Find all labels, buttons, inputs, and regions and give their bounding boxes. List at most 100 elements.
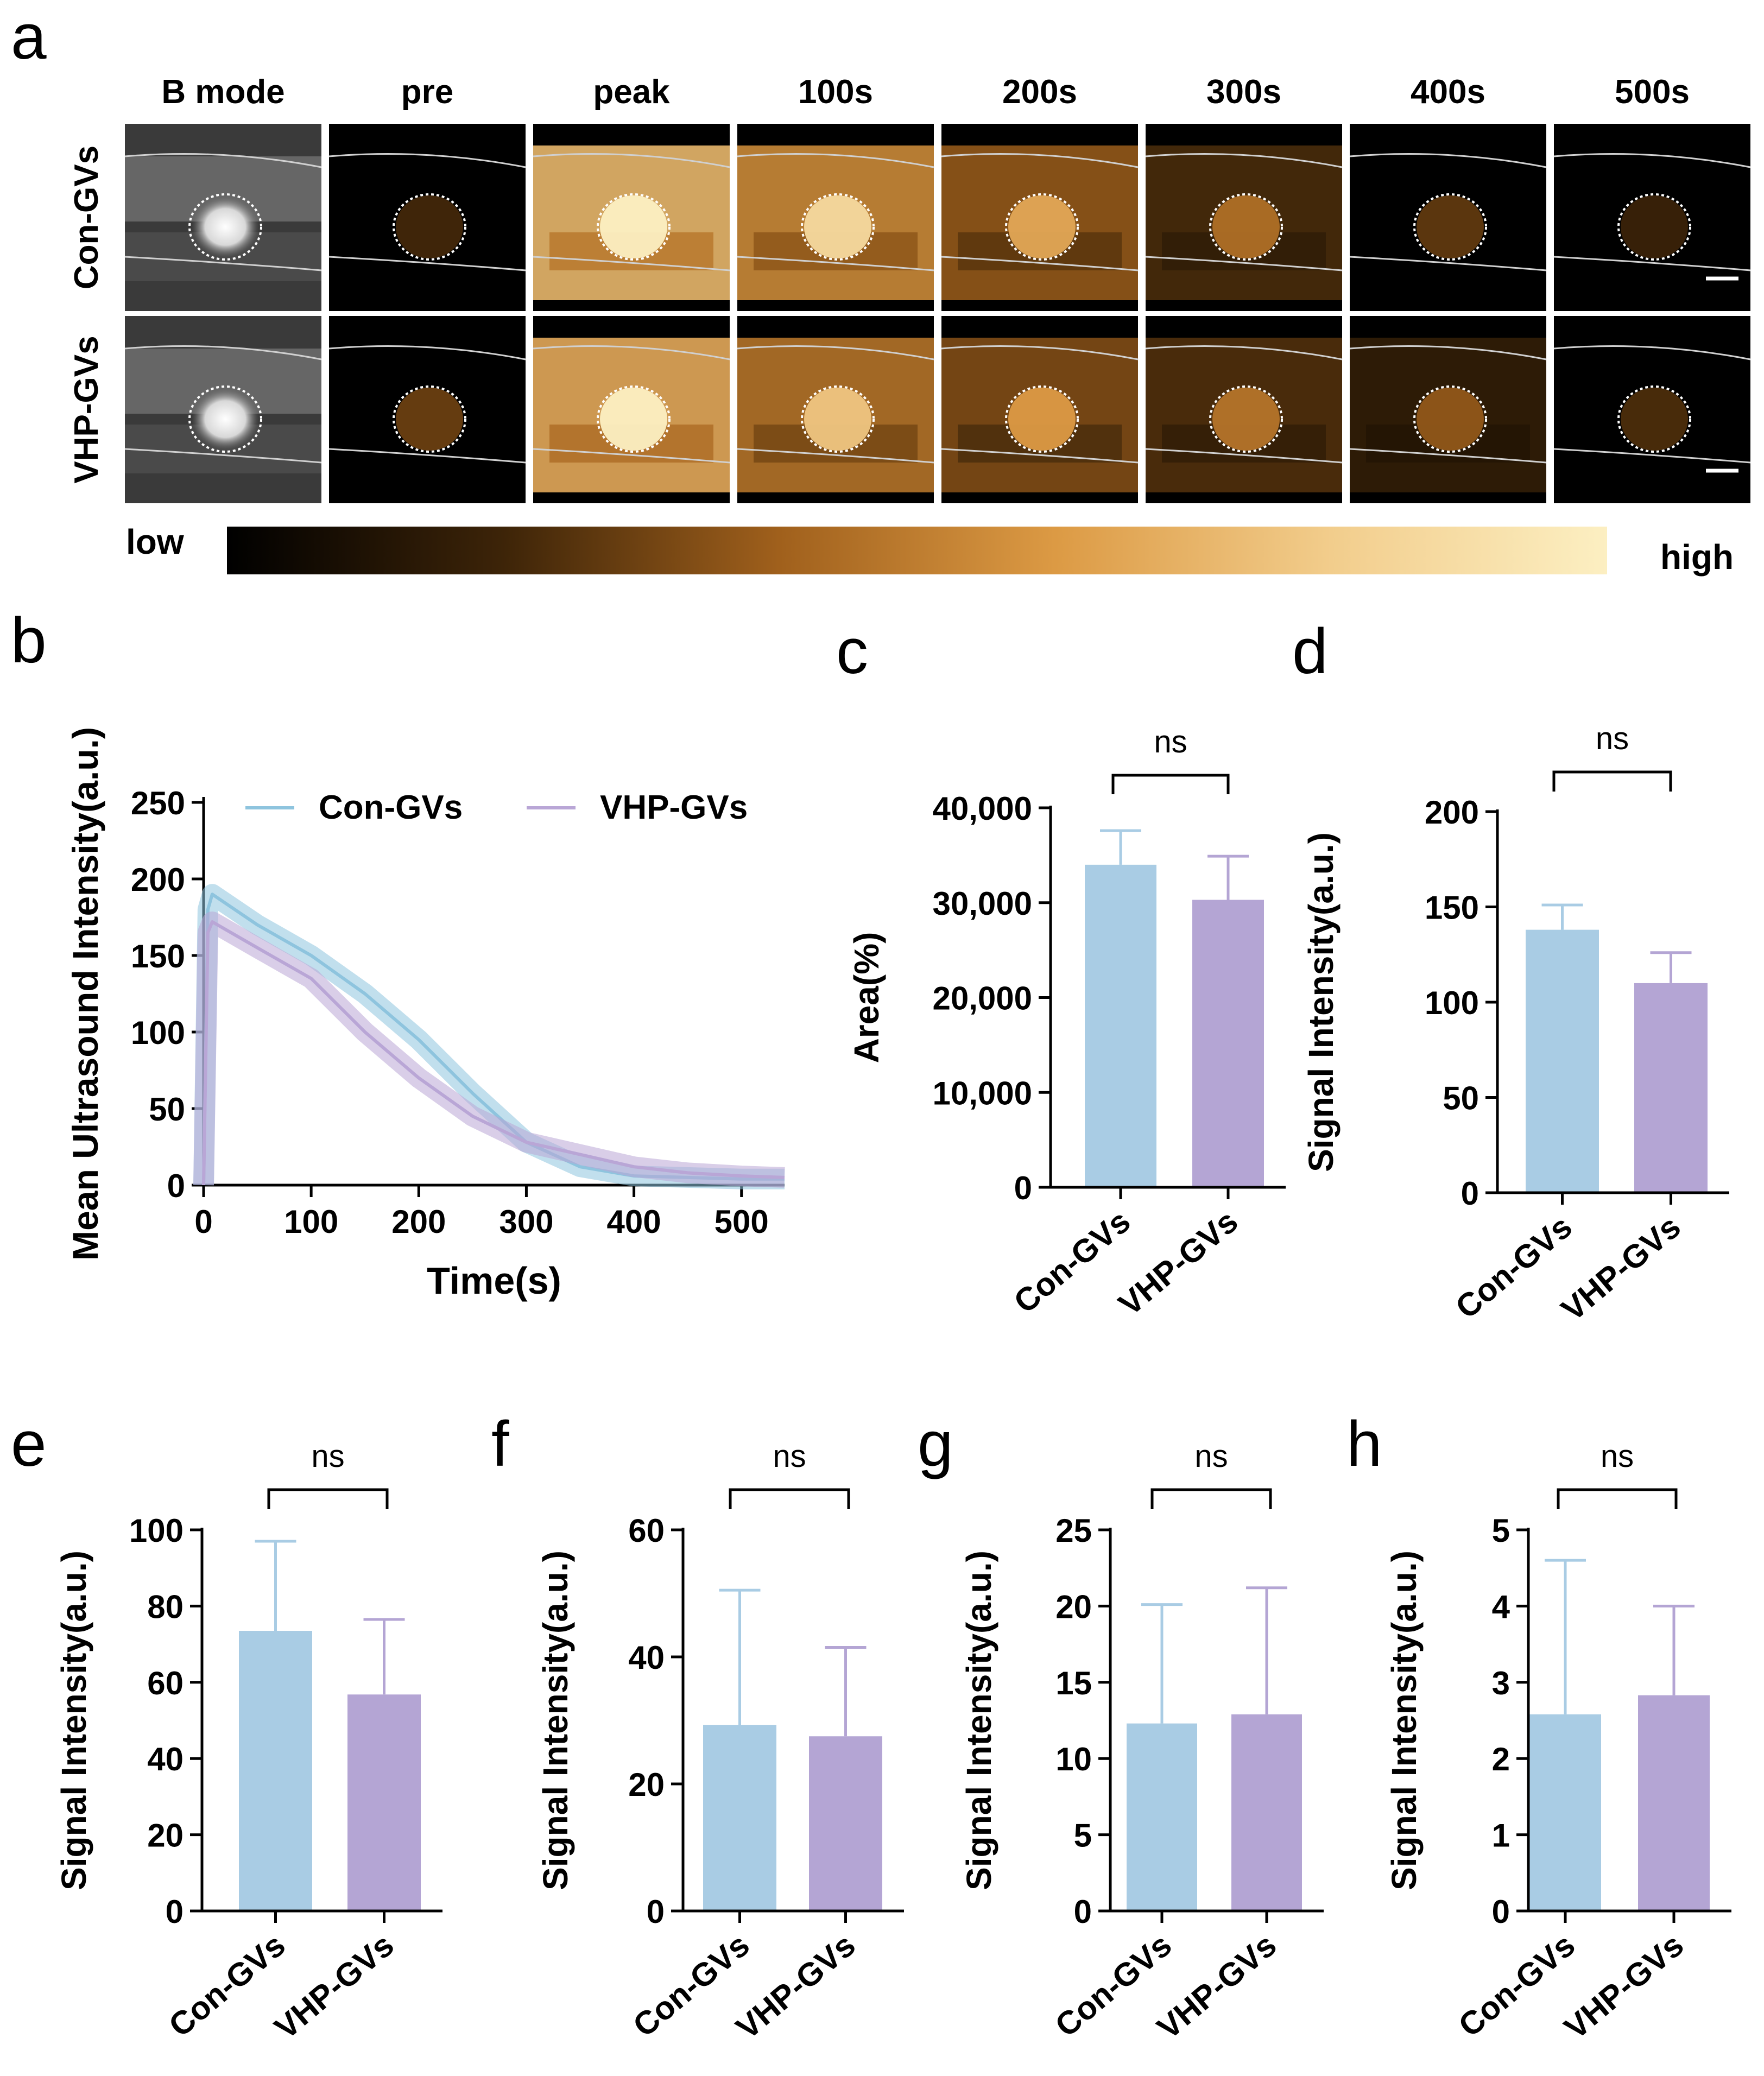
- contrast-vessel-signal: [396, 388, 463, 451]
- significance-label: ns: [1601, 1439, 1634, 1474]
- boundary-line: [737, 153, 934, 168]
- x-tick-label-1: VHP-GVs: [268, 1927, 401, 2047]
- y-axis-title: Mean Ultrasound Intensity(a.u.): [65, 727, 105, 1261]
- y-tick-label: 80: [147, 1588, 184, 1625]
- bar-Con-GVs: [1529, 1714, 1601, 1911]
- roi-circle: [801, 193, 875, 261]
- x-tick-label-0: Con-GVs: [1452, 1927, 1582, 2044]
- image-cell-0-6: [1349, 124, 1547, 311]
- roi-circle: [188, 385, 262, 453]
- y-tick-label: 3: [1492, 1665, 1510, 1701]
- y-axis-title: Area(%): [847, 932, 886, 1064]
- boundary-line: [941, 256, 1139, 271]
- image-cell-0-7: [1553, 124, 1751, 311]
- x-tick-label: 100: [284, 1204, 338, 1240]
- x-tick-label-1: VHP-GVs: [1554, 1208, 1687, 1328]
- y-tick-label: 15: [1055, 1665, 1092, 1701]
- boundary-line: [328, 448, 526, 464]
- image-cell-1-7: [1553, 316, 1751, 503]
- roi-circle: [393, 193, 466, 261]
- significance-bracket: [729, 1488, 850, 1509]
- contrast-vessel-signal: [1212, 388, 1280, 451]
- boundary-line: [1349, 153, 1547, 168]
- image-cell-0-2: [533, 124, 730, 311]
- x-tick-label-1: VHP-GVs: [1557, 1927, 1690, 2047]
- significance-bracket: [1557, 1488, 1678, 1509]
- boundary-line: [1553, 153, 1751, 168]
- panel-letter-f: f: [491, 1408, 509, 1480]
- roi-circle: [188, 193, 262, 261]
- bar-Con-GVs: [1085, 864, 1156, 1187]
- boundary-line: [1553, 345, 1751, 360]
- x-tick-label: 0: [194, 1204, 212, 1240]
- image-cell-1-0: [124, 316, 322, 503]
- roi-circle: [393, 385, 466, 453]
- colorbar-low-label: low: [126, 522, 184, 561]
- y-tick-label: 200: [1425, 794, 1479, 831]
- roi-circle: [1005, 385, 1079, 453]
- image-cell-0-4: [941, 124, 1139, 311]
- roi-circle: [1209, 385, 1283, 453]
- x-tick-label: 400: [607, 1204, 661, 1240]
- column-label-0: B mode: [161, 73, 284, 111]
- y-tick-label: 100: [1425, 985, 1479, 1021]
- boundary-line: [533, 153, 730, 168]
- column-label-6: 400s: [1411, 73, 1485, 111]
- y-tick-label: 10,000: [932, 1075, 1032, 1111]
- legend-label-1: VHP-GVs: [600, 789, 748, 826]
- y-tick-label: 250: [131, 785, 185, 821]
- x-tick-label-0: Con-GVs: [162, 1927, 292, 2044]
- y-tick-label: 0: [167, 1168, 185, 1204]
- boundary-line: [124, 448, 322, 464]
- y-tick-label: 5: [1492, 1512, 1510, 1549]
- y-tick-label: 150: [131, 938, 185, 974]
- boundary-line: [737, 345, 934, 360]
- bar-VHP-GVs: [1634, 983, 1708, 1193]
- roi-circle: [597, 385, 671, 453]
- boundary-line: [1349, 448, 1547, 464]
- panel-letter-h: h: [1346, 1408, 1382, 1480]
- y-tick-label: 150: [1425, 890, 1479, 926]
- y-tick-label: 1: [1492, 1818, 1510, 1854]
- y-tick-label: 100: [129, 1512, 184, 1549]
- y-tick-label: 60: [628, 1512, 665, 1549]
- contrast-vessel-signal: [396, 195, 463, 258]
- contrast-vessel-signal: [1212, 195, 1280, 258]
- boundary-line: [737, 448, 934, 464]
- roi-circle: [1617, 193, 1691, 261]
- y-axis-title: Signal Intensity(a.u.): [1384, 1550, 1424, 1890]
- image-cell-1-1: [328, 316, 526, 503]
- row-label-0: Con-GVs: [68, 145, 105, 289]
- y-tick-label: 0: [1461, 1175, 1479, 1212]
- y-tick-label: 25: [1055, 1512, 1092, 1549]
- boundary-line: [1145, 153, 1343, 168]
- x-tick-label-0: Con-GVs: [1449, 1208, 1579, 1326]
- significance-bracket: [1150, 1488, 1272, 1509]
- roi-circle: [1413, 193, 1487, 261]
- boundary-line: [1145, 345, 1343, 360]
- boundary-line: [124, 345, 322, 360]
- image-cell-1-3: [737, 316, 934, 503]
- image-cell-0-1: [328, 124, 526, 311]
- significance-label: ns: [311, 1439, 344, 1474]
- bmode-bright-spot: [192, 197, 259, 257]
- y-tick-label: 200: [131, 862, 185, 898]
- y-axis-title: Signal Intensity(a.u.): [959, 1550, 998, 1890]
- significance-bracket: [1111, 774, 1230, 794]
- y-tick-label: 40: [628, 1640, 665, 1676]
- y-tick-label: 40,000: [932, 790, 1032, 827]
- significance-label: ns: [1194, 1439, 1228, 1474]
- contrast-vessel-signal: [1417, 388, 1484, 451]
- significance-label: ns: [773, 1439, 806, 1474]
- x-tick-label: 500: [715, 1204, 769, 1240]
- panel-b-line-chart: 0 50 100 150 200 250 0 100 200 300 400 500 Time(s) Me…: [65, 727, 785, 1302]
- y-tick-label: 5: [1074, 1818, 1092, 1854]
- column-label-1: pre: [401, 73, 453, 111]
- y-tick-label: 0: [1074, 1894, 1092, 1930]
- boundary-line: [1553, 256, 1751, 271]
- y-tick-label: 0: [647, 1894, 665, 1930]
- contrast-vessel-signal: [804, 388, 871, 451]
